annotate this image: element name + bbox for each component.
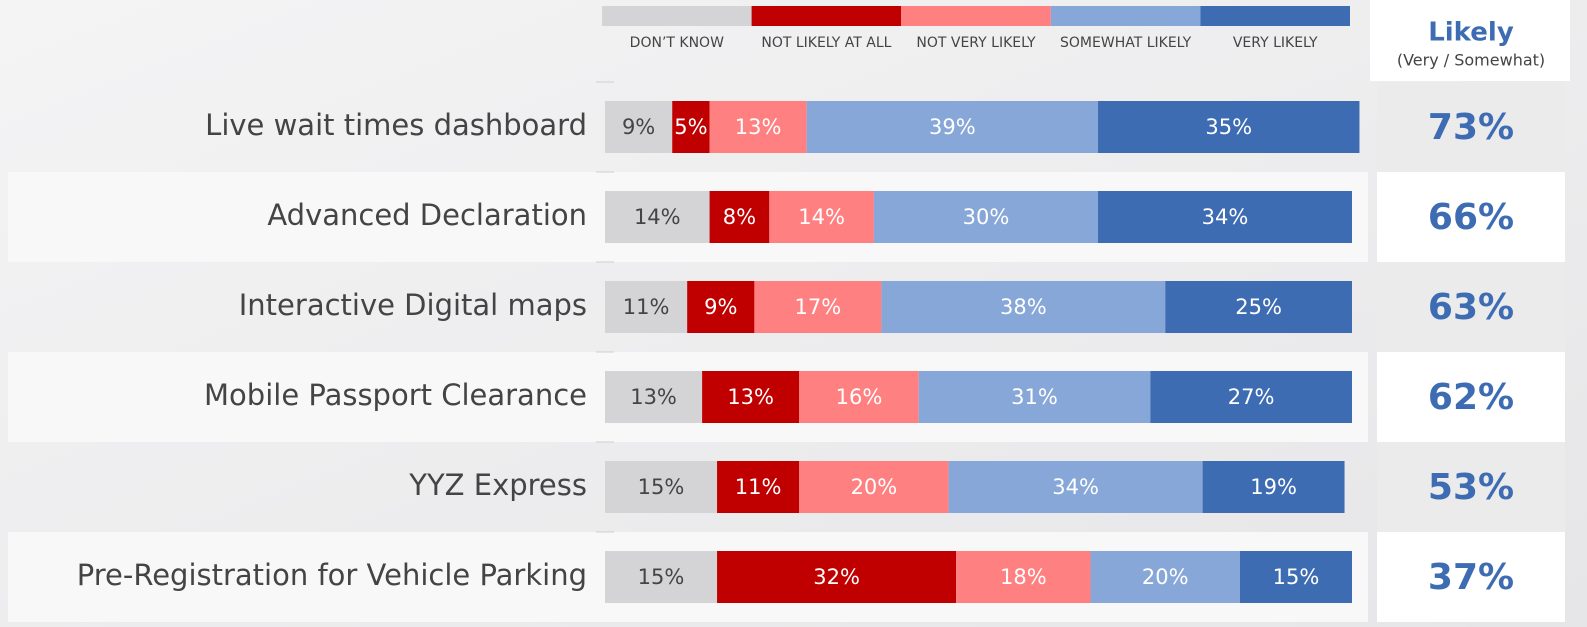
category-label: Mobile Passport Clearance [204,378,587,412]
likely-value: 63% [1428,287,1514,328]
likely-cell [1377,352,1565,442]
bar-segment [605,461,718,513]
category-label: Pre-Registration for Vehicle Parking [77,558,587,592]
bar-value-label: 34% [1052,475,1099,499]
bar-segment [605,551,718,603]
likely-value: 66% [1428,197,1514,238]
bar-value-label: 13% [727,385,774,409]
bar-segment [1098,191,1352,243]
bar-segment [709,101,807,153]
likely-cell [1377,82,1565,172]
likely-header-bg [1370,0,1570,81]
bar-value-label: 32% [813,565,860,589]
bar-value-label: 9% [704,295,737,319]
bar-segment [799,461,949,513]
bar-segment [687,281,755,333]
bar-value-label: 35% [1205,115,1252,139]
likely-subtitle: (Very / Somewhat) [1397,51,1545,70]
bar-segment [1098,101,1360,153]
bar-value-label: 39% [929,115,976,139]
bar-value-label: 25% [1235,295,1282,319]
bar-value-label: 31% [1011,385,1058,409]
legend-swatch [751,6,902,26]
bar-value-label: 5% [674,115,707,139]
bar-value-label: 14% [634,205,681,229]
bar-segment [754,281,882,333]
bar-value-label: 20% [1142,565,1189,589]
bar-value-label: 11% [623,295,670,319]
bar-segment [702,371,800,423]
bar-segment [769,191,874,243]
likely-value: 73% [1428,107,1514,148]
category-label: Live wait times dashboard [205,108,587,142]
bar-value-label: 13% [630,385,677,409]
likely-title: Likely [1428,18,1514,48]
bar-segment [672,101,710,153]
bar-segment [717,461,800,513]
legend-label: NOT LIKELY AT ALL [761,35,891,51]
bar-segment [605,371,703,423]
likely-value: 37% [1428,557,1514,598]
bar-value-label: 8% [723,205,756,229]
bar-value-label: 16% [836,385,883,409]
bar-value-label: 18% [1000,565,1047,589]
bar-segment [605,101,673,153]
legend-swatch [602,6,752,26]
likely-value: 53% [1428,467,1514,508]
bar-value-label: 15% [638,565,685,589]
legend-label: DON’T KNOW [630,35,724,51]
likely-cell [1377,442,1565,532]
bar-segment [918,371,1151,423]
legend-swatch [1050,6,1201,26]
bar-segment [956,551,1091,603]
bar-segment [1090,551,1240,603]
category-label: YYZ Express [408,468,587,502]
category-label: Advanced Declaration [267,198,587,232]
bar-value-label: 15% [1273,565,1320,589]
bar-segment [799,371,919,423]
legend-swatch [901,6,1051,26]
bar-segment [1202,461,1345,513]
bar-segment [709,191,770,243]
legend-label: SOMEWHAT LIKELY [1060,35,1192,51]
bar-value-label: 9% [622,115,655,139]
legend-label: NOT VERY LIKELY [916,35,1036,51]
bar-value-label: 15% [638,475,685,499]
bar-segment [1150,371,1352,423]
bar-value-label: 38% [1000,295,1047,319]
bar-value-label: 27% [1228,385,1275,409]
likely-cell [1377,532,1565,622]
likely-cell [1377,262,1565,352]
category-label: Interactive Digital maps [239,288,587,322]
likely-value: 62% [1428,377,1514,418]
bar-value-label: 14% [798,205,845,229]
bar-value-label: 34% [1202,205,1249,229]
legend-swatch [1200,6,1350,26]
bar-value-label: 11% [735,475,782,499]
bar-segment [605,281,688,333]
bar-segment [1165,281,1352,333]
bar-value-label: 30% [963,205,1010,229]
bar-segment [605,191,710,243]
bar-segment [717,551,957,603]
bar-segment [948,461,1203,513]
bar-value-label: 19% [1250,475,1297,499]
bar-segment [806,101,1099,153]
bar-segment [873,191,1099,243]
likely-cell [1377,172,1565,262]
bar-segment [1239,551,1352,603]
bar-value-label: 17% [795,295,842,319]
bar-value-label: 20% [851,475,898,499]
bar-value-label: 13% [735,115,782,139]
legend-label: VERY LIKELY [1233,35,1318,51]
bar-segment [881,281,1166,333]
